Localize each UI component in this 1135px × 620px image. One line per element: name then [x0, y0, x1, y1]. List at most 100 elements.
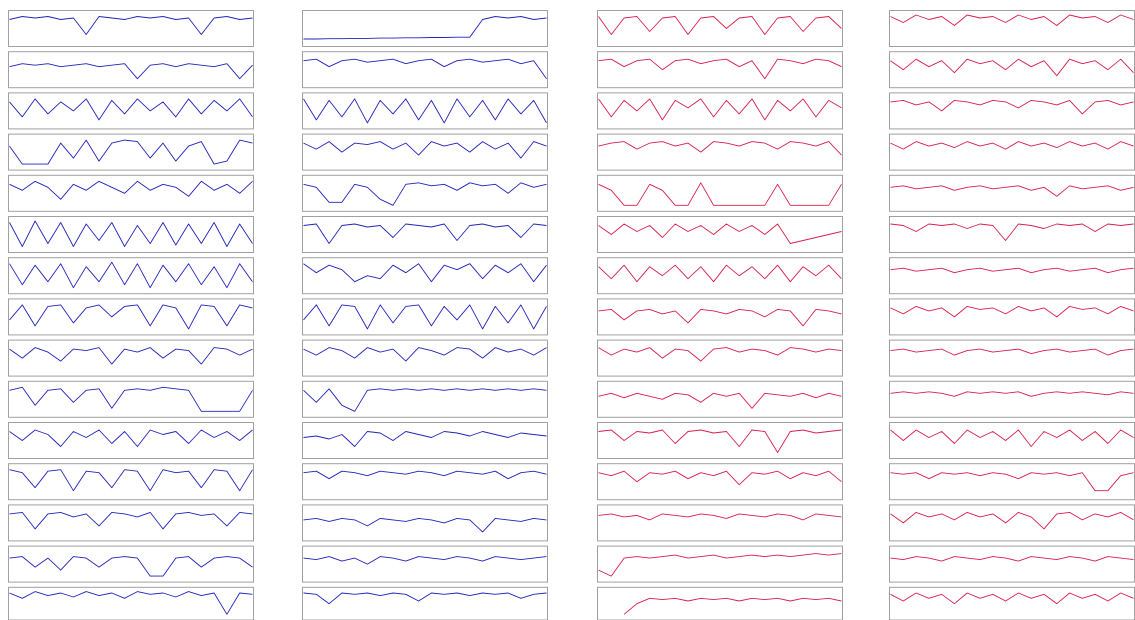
series-line [598, 223, 842, 244]
series-line [303, 98, 547, 124]
series-line [303, 556, 547, 565]
series-line [598, 308, 842, 327]
plot-frame [889, 216, 1135, 253]
plot-frame [889, 10, 1135, 47]
series-line [303, 431, 547, 447]
plot-frame [302, 257, 548, 295]
series-line [303, 347, 547, 362]
plot-frame [889, 339, 1135, 377]
series-line [890, 58, 1134, 77]
series-line [9, 304, 253, 330]
series-line [9, 386, 253, 412]
plot-frame [597, 422, 843, 459]
plot-frame [597, 298, 843, 336]
plot-frame [8, 504, 254, 542]
plot-frame [889, 380, 1135, 418]
plot-frame [597, 257, 843, 295]
series-line [9, 16, 253, 35]
series-line [890, 267, 1134, 274]
plot-frame [302, 51, 548, 89]
plot-frame [302, 463, 548, 501]
series-line [598, 264, 842, 283]
plot-frame [302, 380, 548, 418]
plot-frame [597, 174, 843, 212]
series-line [303, 592, 547, 605]
plot-frame [302, 586, 548, 620]
series-line [890, 348, 1134, 356]
plot-frame [8, 133, 254, 171]
series-line [9, 220, 253, 247]
plot-frame [302, 422, 548, 459]
series-line [890, 511, 1134, 530]
series-line [598, 392, 842, 409]
series-line [890, 14, 1134, 26]
plot-frame [8, 257, 254, 295]
series-line [890, 592, 1134, 605]
series-line [9, 347, 253, 365]
series-line [598, 58, 842, 80]
plot-frame [597, 545, 843, 583]
plot-frame [597, 133, 843, 171]
series-line [890, 223, 1134, 241]
series-line [303, 141, 547, 159]
series-line [303, 304, 547, 330]
plot-frame [302, 339, 548, 377]
plot-frame [597, 463, 843, 501]
plot-frame [302, 174, 548, 212]
series-line [598, 16, 842, 35]
plot-frame [8, 174, 254, 212]
plot-frame [889, 545, 1135, 583]
series-line [890, 472, 1134, 492]
plot-frame [8, 586, 254, 620]
series-line [623, 597, 842, 615]
plot-frame [8, 216, 254, 253]
series-line [890, 391, 1134, 397]
plot-frame [302, 216, 548, 253]
series-line [890, 185, 1134, 197]
plot-frame [597, 216, 843, 253]
plot-frame [8, 92, 254, 130]
series-line [890, 305, 1134, 318]
plot-frame [597, 10, 843, 47]
series-line [598, 98, 842, 121]
plot-frame [8, 298, 254, 336]
plot-frame [889, 51, 1135, 89]
series-line [303, 263, 547, 283]
plot-frame [302, 504, 548, 542]
plot-frame [8, 422, 254, 459]
series-line [303, 16, 547, 40]
plot-frame [597, 586, 843, 620]
series-line [9, 469, 253, 492]
plot-frame [597, 339, 843, 377]
plot-frame [889, 422, 1135, 459]
plot-frame [8, 51, 254, 89]
series-line [890, 556, 1134, 562]
plot-frame [597, 51, 843, 89]
plot-frame [597, 380, 843, 418]
series-line [9, 139, 253, 165]
series-line [9, 261, 253, 289]
series-line [9, 511, 253, 530]
series-line [890, 99, 1134, 115]
plot-frame [302, 133, 548, 171]
series-line [9, 180, 253, 200]
series-line [9, 556, 253, 577]
series-line [303, 182, 547, 206]
series-line [9, 63, 253, 80]
plot-frame [302, 298, 548, 336]
plot-frame [889, 92, 1135, 130]
plot-frame [889, 463, 1135, 501]
series-line [598, 182, 842, 206]
plot-frame [8, 380, 254, 418]
plot-frame [889, 586, 1135, 620]
series-line [303, 58, 547, 79]
plot-frame [302, 10, 548, 47]
plot-frame [889, 298, 1135, 336]
series-line [9, 591, 253, 615]
plot-frame [889, 174, 1135, 212]
series-line [598, 141, 842, 156]
plot-frame [8, 10, 254, 47]
series-line [890, 141, 1134, 150]
series-line [598, 513, 842, 521]
